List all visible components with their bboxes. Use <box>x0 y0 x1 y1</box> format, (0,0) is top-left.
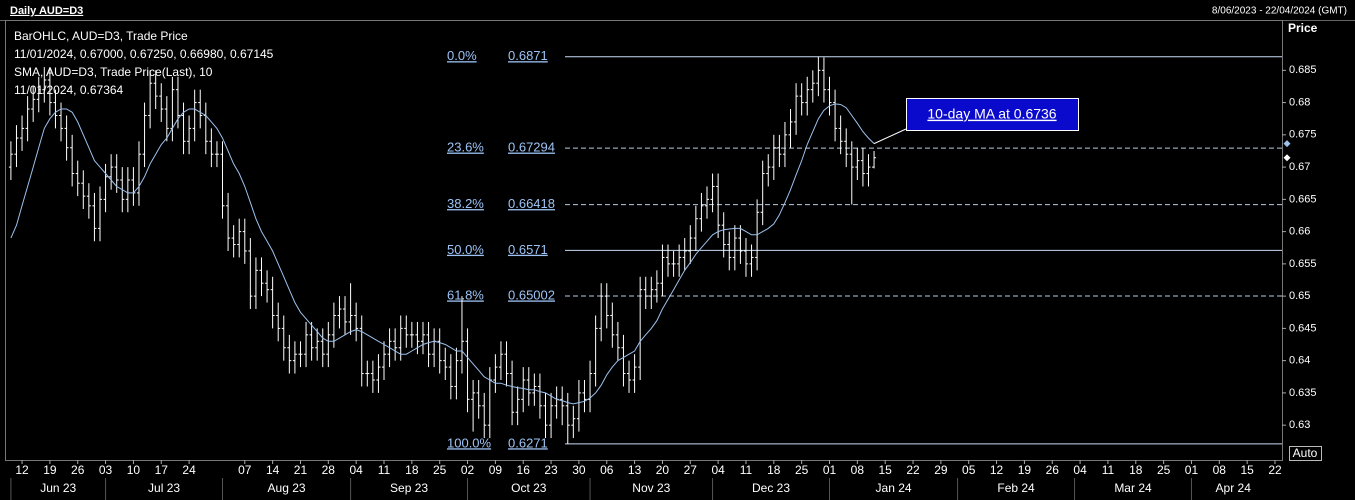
x-tick-label: 27 <box>684 463 698 477</box>
auto-button-label[interactable]: Auto <box>1293 446 1318 460</box>
fib-percent: 23.6% <box>447 140 484 155</box>
x-tick-label: 04 <box>349 463 363 477</box>
fib-price: 0.6571 <box>508 242 548 257</box>
last-value-marker <box>1283 154 1291 162</box>
sma-line <box>10 103 875 405</box>
x-tick-label: 06 <box>600 463 614 477</box>
month-label: Aug 23 <box>268 481 306 495</box>
annotation-text: 10-day MA at 0.6736 <box>927 106 1056 122</box>
y-tick-label: 0.66 <box>1289 226 1310 238</box>
x-tick-label: 23 <box>544 463 558 477</box>
x-tick-label: 02 <box>461 463 475 477</box>
fib-price: 0.65002 <box>508 287 555 302</box>
x-tick-label: 24 <box>182 463 196 477</box>
month-label: Feb 24 <box>997 481 1035 495</box>
month-label: Dec 23 <box>752 481 790 495</box>
x-tick-label: 25 <box>433 463 447 477</box>
x-tick-label: 05 <box>962 463 976 477</box>
month-label: Nov 23 <box>632 481 670 495</box>
x-tick-label: 30 <box>572 463 586 477</box>
x-tick-label: 22 <box>906 463 920 477</box>
y-tick-label: 0.63 <box>1289 419 1310 431</box>
x-tick-label: 04 <box>711 463 725 477</box>
x-tick-label: 08 <box>1213 463 1227 477</box>
x-tick-label: 03 <box>99 463 113 477</box>
x-tick-label: 16 <box>517 463 531 477</box>
x-tick-label: 15 <box>879 463 893 477</box>
x-tick-label: 01 <box>823 463 837 477</box>
y-axis-title: Price <box>1288 21 1318 35</box>
x-tick-label: 12 <box>990 463 1004 477</box>
legend-entry: SMA, AUD=D3, Trade Price(Last), 10 <box>14 65 213 79</box>
month-label: Sep 23 <box>390 481 428 495</box>
month-label: Apr 24 <box>1216 481 1252 495</box>
x-tick-label: 10 <box>127 463 141 477</box>
month-label: Oct 23 <box>511 481 547 495</box>
x-tick-label: 26 <box>1046 463 1060 477</box>
x-tick-label: 14 <box>266 463 280 477</box>
fib-percent: 38.2% <box>447 196 484 211</box>
x-tick-label: 13 <box>628 463 642 477</box>
x-tick-label: 11 <box>740 463 753 477</box>
x-tick-label: 25 <box>1157 463 1171 477</box>
x-tick-label: 11 <box>378 463 391 477</box>
y-tick-label: 0.67 <box>1289 161 1310 173</box>
x-tick-label: 17 <box>155 463 169 477</box>
month-label: Jul 23 <box>148 481 180 495</box>
y-tick-label: 0.665 <box>1289 193 1317 205</box>
fib-price: 0.67294 <box>508 140 555 155</box>
chart-title[interactable]: Daily AUD=D3 <box>10 5 83 17</box>
month-label: Mar 24 <box>1114 481 1152 495</box>
y-tick-label: 0.68 <box>1289 96 1310 108</box>
y-tick-label: 0.675 <box>1289 129 1317 141</box>
legend-values: 11/01/2024, 0.67364 <box>14 83 124 97</box>
y-tick-label: 0.655 <box>1289 258 1317 270</box>
x-tick-label: 26 <box>71 463 85 477</box>
y-tick-label: 0.645 <box>1289 322 1317 334</box>
auto-button[interactable] <box>1289 446 1322 461</box>
y-tick-label: 0.635 <box>1289 387 1317 399</box>
x-tick-label: 07 <box>238 463 252 477</box>
x-tick-label: 01 <box>1185 463 1199 477</box>
annotation-box <box>906 98 1079 131</box>
fib-percent: 100.0% <box>447 435 492 450</box>
x-tick-label: 08 <box>851 463 865 477</box>
fib-price: 0.6271 <box>508 435 548 450</box>
x-tick-label: 18 <box>1129 463 1143 477</box>
x-tick-label: 09 <box>489 463 503 477</box>
x-tick-label: 11 <box>1102 463 1115 477</box>
x-tick-label: 21 <box>294 463 308 477</box>
x-tick-label: 22 <box>1268 463 1282 477</box>
fib-price: 0.6871 <box>508 48 548 63</box>
legend-values: 11/01/2024, 0.67000, 0.67250, 0.66980, 0… <box>14 47 274 61</box>
y-tick-label: 0.685 <box>1289 64 1317 76</box>
x-tick-label: 20 <box>656 463 670 477</box>
last-value-marker <box>1283 140 1291 148</box>
x-tick-label: 19 <box>43 463 57 477</box>
date-range: 8/06/2023 - 22/04/2024 (GMT) <box>1212 6 1347 17</box>
x-tick-label: 29 <box>934 463 948 477</box>
fib-percent: 50.0% <box>447 242 484 257</box>
y-tick-label: 0.64 <box>1289 355 1310 367</box>
x-tick-label: 12 <box>15 463 29 477</box>
month-label: Jan 24 <box>876 481 912 495</box>
annotation-leader <box>873 128 907 145</box>
x-tick-label: 04 <box>1073 463 1087 477</box>
month-label: Jun 23 <box>40 481 76 495</box>
x-tick-label: 15 <box>1240 463 1254 477</box>
x-tick-label: 18 <box>767 463 781 477</box>
fib-price: 0.66418 <box>508 196 555 211</box>
fib-percent: 0.0% <box>447 48 477 63</box>
x-tick-label: 28 <box>322 463 336 477</box>
legend-entry: BarOHLC, AUD=D3, Trade Price <box>14 29 188 43</box>
y-tick-label: 0.65 <box>1289 290 1310 302</box>
plot-frame <box>5 20 1283 461</box>
x-tick-label: 18 <box>405 463 419 477</box>
fib-percent: 61.8% <box>447 287 484 302</box>
x-tick-label: 25 <box>795 463 809 477</box>
x-tick-label: 19 <box>1018 463 1032 477</box>
